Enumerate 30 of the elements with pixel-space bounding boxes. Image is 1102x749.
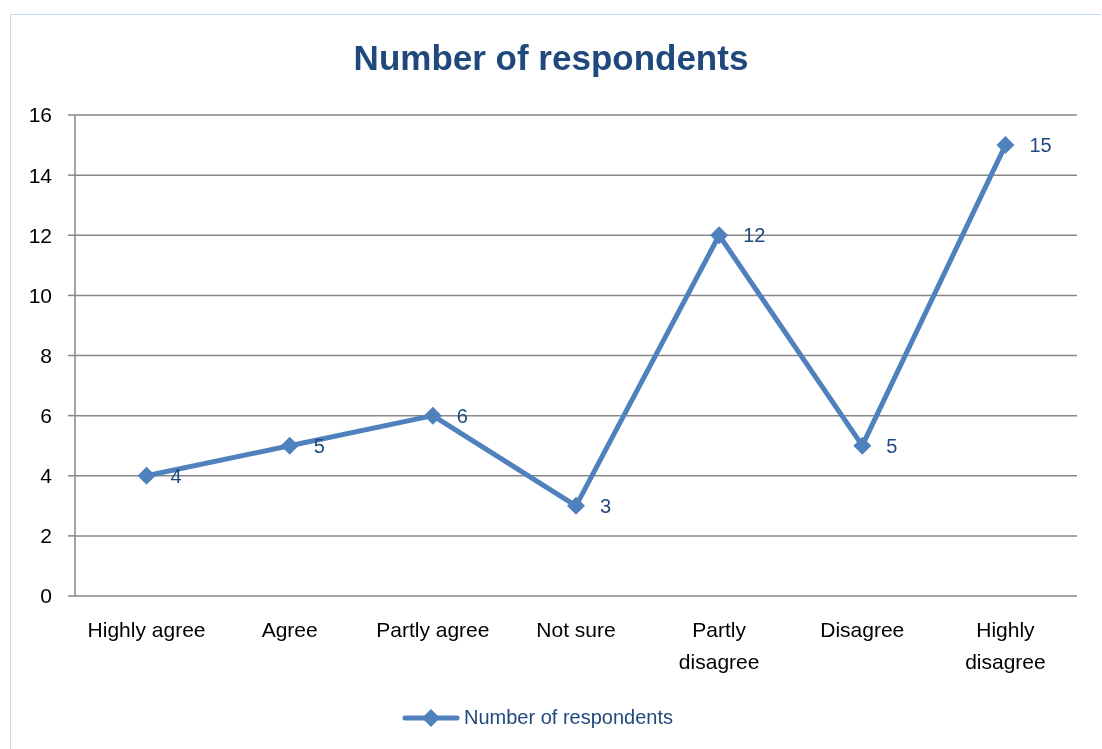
y-tick-label: 6 [40, 404, 52, 428]
point [137, 466, 156, 485]
x-tick-label: Partly agree [376, 618, 490, 641]
data-label: 5 [886, 434, 898, 457]
y-tick-label: 0 [40, 584, 52, 608]
x-tick-label: Not sure [536, 618, 616, 641]
data-label: 6 [456, 404, 468, 427]
x-tick-label: Agree [261, 618, 318, 641]
y-tick-label: 14 [28, 163, 53, 187]
y-tick-label: 8 [40, 343, 52, 367]
y-tick-label: 16 [28, 103, 52, 127]
point [996, 136, 1015, 155]
point [710, 226, 729, 245]
legend-label: Number of respondents [463, 706, 673, 729]
x-tick-label: Highly agree [87, 618, 206, 641]
y-tick-label: 4 [40, 464, 53, 488]
x-tick-label: Partly disagree [678, 618, 760, 673]
y-tick-label: 10 [28, 283, 52, 307]
point [423, 406, 442, 425]
chart-title: Number of respondents [352, 37, 750, 79]
point [567, 496, 585, 515]
x-tick-label: Disagree [820, 618, 905, 641]
point [280, 436, 299, 455]
y-tick-label: 12 [28, 223, 52, 247]
point [853, 436, 872, 455]
data-label: 12 [743, 224, 766, 247]
data-label: 3 [600, 494, 612, 517]
x-tick-label: Highly disagree [965, 618, 1046, 673]
data-label: 15 [1029, 134, 1052, 157]
y-tick-label: 2 [40, 524, 52, 548]
